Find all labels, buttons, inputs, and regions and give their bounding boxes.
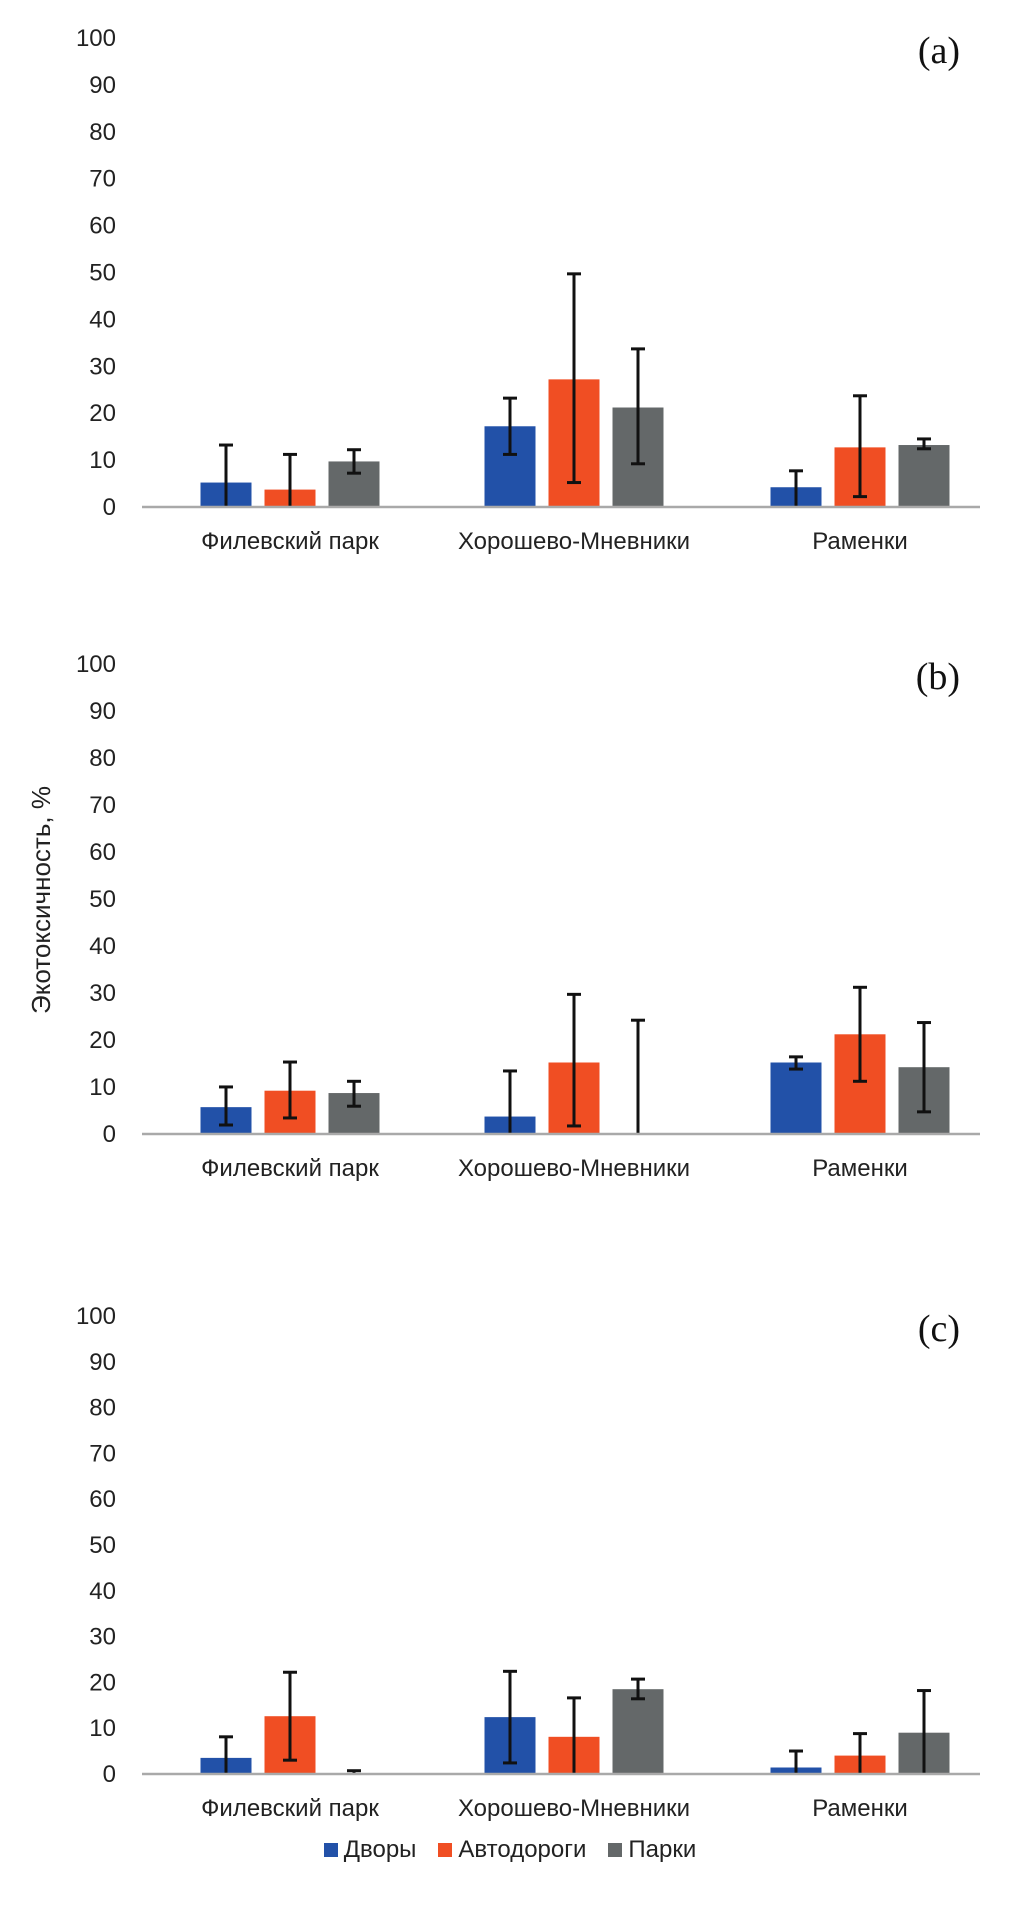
chart-panel-0: 0 10 20 30 40 50 60 70 80 90 100 (a) Филевский парк Х…: [76, 25, 980, 555]
legend-item-parki: Парки: [608, 1836, 696, 1864]
legend-label-avtodorogi: Автодороги: [458, 1836, 587, 1863]
bar: [612, 1689, 664, 1773]
legend-label-parki: Парки: [628, 1836, 697, 1863]
y-tick-label: 20: [89, 1027, 116, 1054]
x-category-label: Филевский парк: [201, 1155, 379, 1182]
y-axis-label: Экотоксичность, %: [26, 786, 56, 1014]
y-tick-label: 10: [89, 1074, 116, 1101]
y-tick-label: 10: [89, 1715, 116, 1742]
legend-swatch-dvory: [323, 1843, 338, 1857]
y-tick-label: 50: [89, 1532, 116, 1559]
y-tick-label: 40: [89, 1578, 116, 1605]
y-tick-label: 80: [89, 119, 116, 146]
y-tick-label: 70: [89, 166, 116, 193]
y-tick-label: 50: [89, 260, 116, 287]
y-tick-label: 100: [76, 25, 116, 52]
y-tick-label: 100: [76, 651, 116, 678]
chart-panel-2: 0 10 20 30 40 50 60 70 80 90 100 (c) Филевский парк Х…: [76, 1303, 980, 1822]
y-tick-label: 100: [76, 1303, 116, 1330]
x-category-label: Раменки: [812, 1795, 908, 1822]
y-tick-label: 20: [89, 400, 116, 427]
legend-swatch-parki: [608, 1843, 623, 1857]
y-tick-label: 30: [89, 1624, 116, 1651]
x-category-label: Хорошево-Мневники: [458, 1795, 690, 1822]
legend-item-dvory: Дворы: [323, 1836, 417, 1864]
panel-label: (a): [918, 30, 960, 72]
y-tick-label: 70: [89, 1440, 116, 1467]
y-tick-label: 90: [89, 1349, 116, 1376]
legend-item-avtodorogi: Автодороги: [438, 1836, 586, 1864]
x-category-label: Хорошево-Мневники: [458, 1155, 690, 1182]
legend: Дворы Автодороги Парки: [0, 1836, 1020, 1864]
y-tick-label: 80: [89, 745, 116, 772]
bar: [770, 1062, 822, 1133]
y-tick-label: 40: [89, 306, 116, 333]
y-tick-label: 90: [89, 72, 116, 99]
panel-label: (b): [916, 656, 960, 698]
y-tick-label: 60: [89, 1486, 116, 1513]
y-tick-label: 0: [103, 1761, 116, 1788]
y-tick-label: 70: [89, 792, 116, 819]
y-tick-label: 50: [89, 886, 116, 913]
y-tick-label: 30: [89, 353, 116, 380]
legend-label-dvory: Дворы: [343, 1836, 417, 1863]
y-tick-label: 20: [89, 1669, 116, 1696]
y-tick-label: 10: [89, 447, 116, 474]
legend-swatch-avtodorogi: [438, 1843, 453, 1857]
y-tick-label: 90: [89, 698, 116, 725]
x-category-label: Раменки: [812, 1155, 908, 1182]
bar: [898, 445, 950, 506]
x-category-label: Раменки: [812, 528, 908, 555]
panel-label: (c): [918, 1308, 960, 1350]
x-category-label: Филевский парк: [201, 1795, 379, 1822]
y-tick-label: 60: [89, 839, 116, 866]
x-category-label: Хорошево-Мневники: [458, 528, 690, 555]
y-tick-label: 60: [89, 213, 116, 240]
y-tick-label: 80: [89, 1395, 116, 1422]
x-category-label: Филевский парк: [201, 528, 379, 555]
y-tick-label: 30: [89, 980, 116, 1007]
y-tick-label: 0: [103, 1121, 116, 1148]
y-tick-label: 40: [89, 933, 116, 960]
chart-panel-1: 0 10 20 30 40 50 60 70 80 90 100 (b) Филевский парк Х…: [76, 651, 980, 1182]
y-tick-label: 0: [103, 494, 116, 521]
